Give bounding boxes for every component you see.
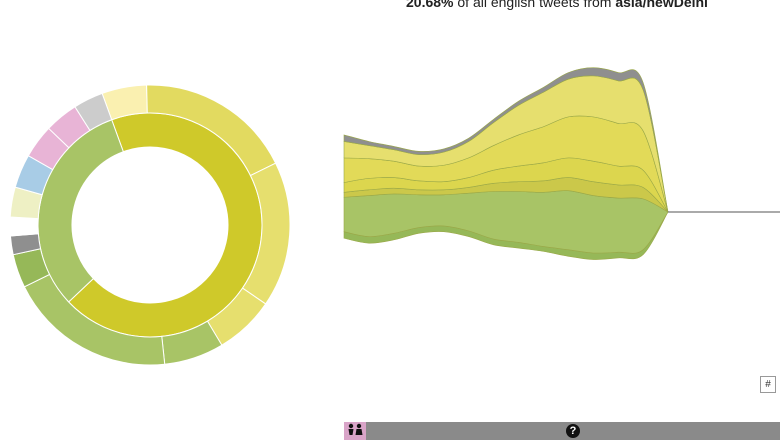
headline-location: asia/newDelhi <box>615 0 708 10</box>
headline: 20.68% of all english tweets from asia/n… <box>406 0 708 10</box>
headline-percent: 20.68% <box>406 0 454 10</box>
sunburst-slice-outer-8[interactable] <box>9 216 39 237</box>
hash-button[interactable]: # <box>760 376 776 393</box>
bottom-toolbar: ? <box>344 422 780 440</box>
sunburst-slice-outer-13[interactable] <box>74 92 113 132</box>
headline-text: of all english tweets from <box>453 0 616 10</box>
sunburst-chart <box>9 84 291 366</box>
people-button[interactable] <box>344 422 366 440</box>
streamgraph-layers <box>343 67 669 260</box>
help-button[interactable]: ? <box>566 424 580 438</box>
streamgraph-chart <box>343 67 780 260</box>
sunburst-slices <box>9 84 291 366</box>
stream-layer-6[interactable] <box>343 67 669 213</box>
people-icon <box>344 422 366 440</box>
